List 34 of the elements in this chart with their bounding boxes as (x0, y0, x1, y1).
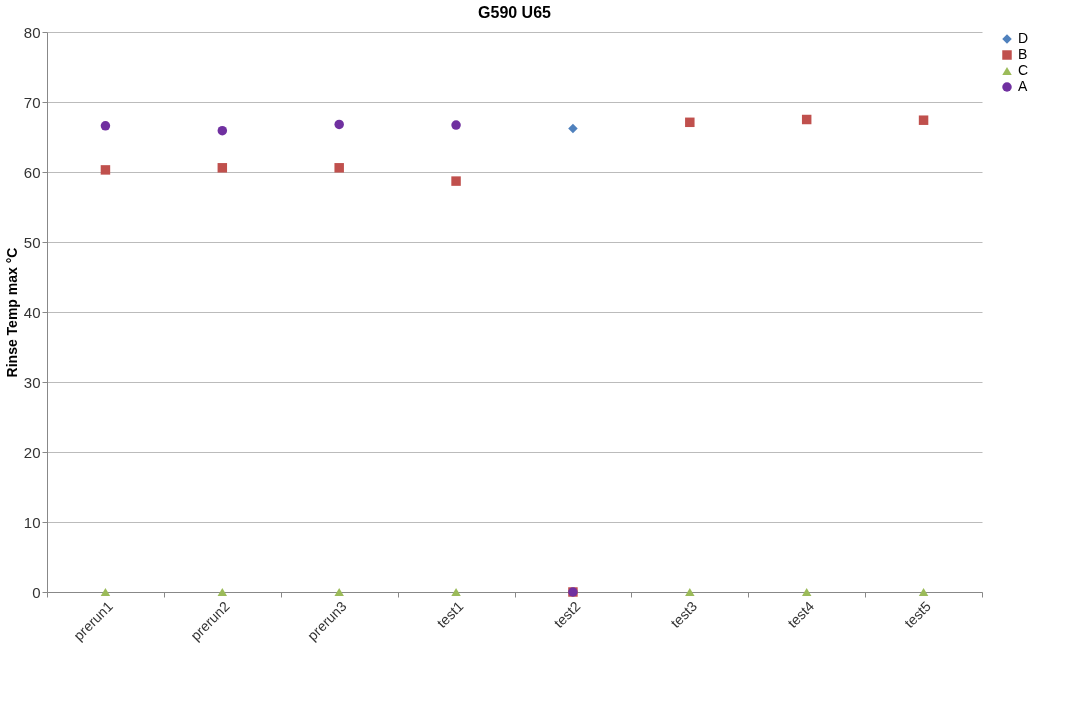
y-tick-label: 20 (23, 443, 41, 461)
y-tick-label: 0 (32, 583, 41, 601)
point (801, 114, 812, 125)
point (451, 120, 461, 130)
point (334, 119, 344, 130)
legend-label: B (1018, 46, 1028, 62)
point (918, 115, 929, 125)
y-tick-label: 80 (23, 23, 41, 41)
chart-title: G590 U65 (478, 4, 552, 21)
y-axis-title: Rinse Temp max °C (3, 247, 20, 378)
point (217, 163, 228, 173)
legend-label: A (1018, 78, 1028, 94)
y-tick-label: 40 (23, 303, 41, 321)
point (568, 123, 578, 134)
y-tick-label: 10 (23, 513, 41, 531)
y-tick-label: 60 (23, 163, 41, 181)
point (451, 176, 461, 186)
point (801, 587, 812, 597)
point (334, 163, 344, 173)
y-tick-label: 70 (23, 93, 41, 111)
point (685, 587, 695, 597)
legend-label: C (1018, 62, 1029, 78)
point (100, 587, 111, 597)
y-tick-label: 50 (23, 233, 41, 251)
point (451, 587, 461, 597)
point (217, 125, 228, 136)
point (100, 121, 111, 131)
point (918, 587, 929, 597)
point (100, 165, 111, 175)
y-tick-label: 30 (23, 373, 41, 391)
point (217, 587, 228, 597)
legend-label: D (1018, 30, 1029, 46)
point (334, 587, 344, 597)
point (685, 117, 695, 128)
